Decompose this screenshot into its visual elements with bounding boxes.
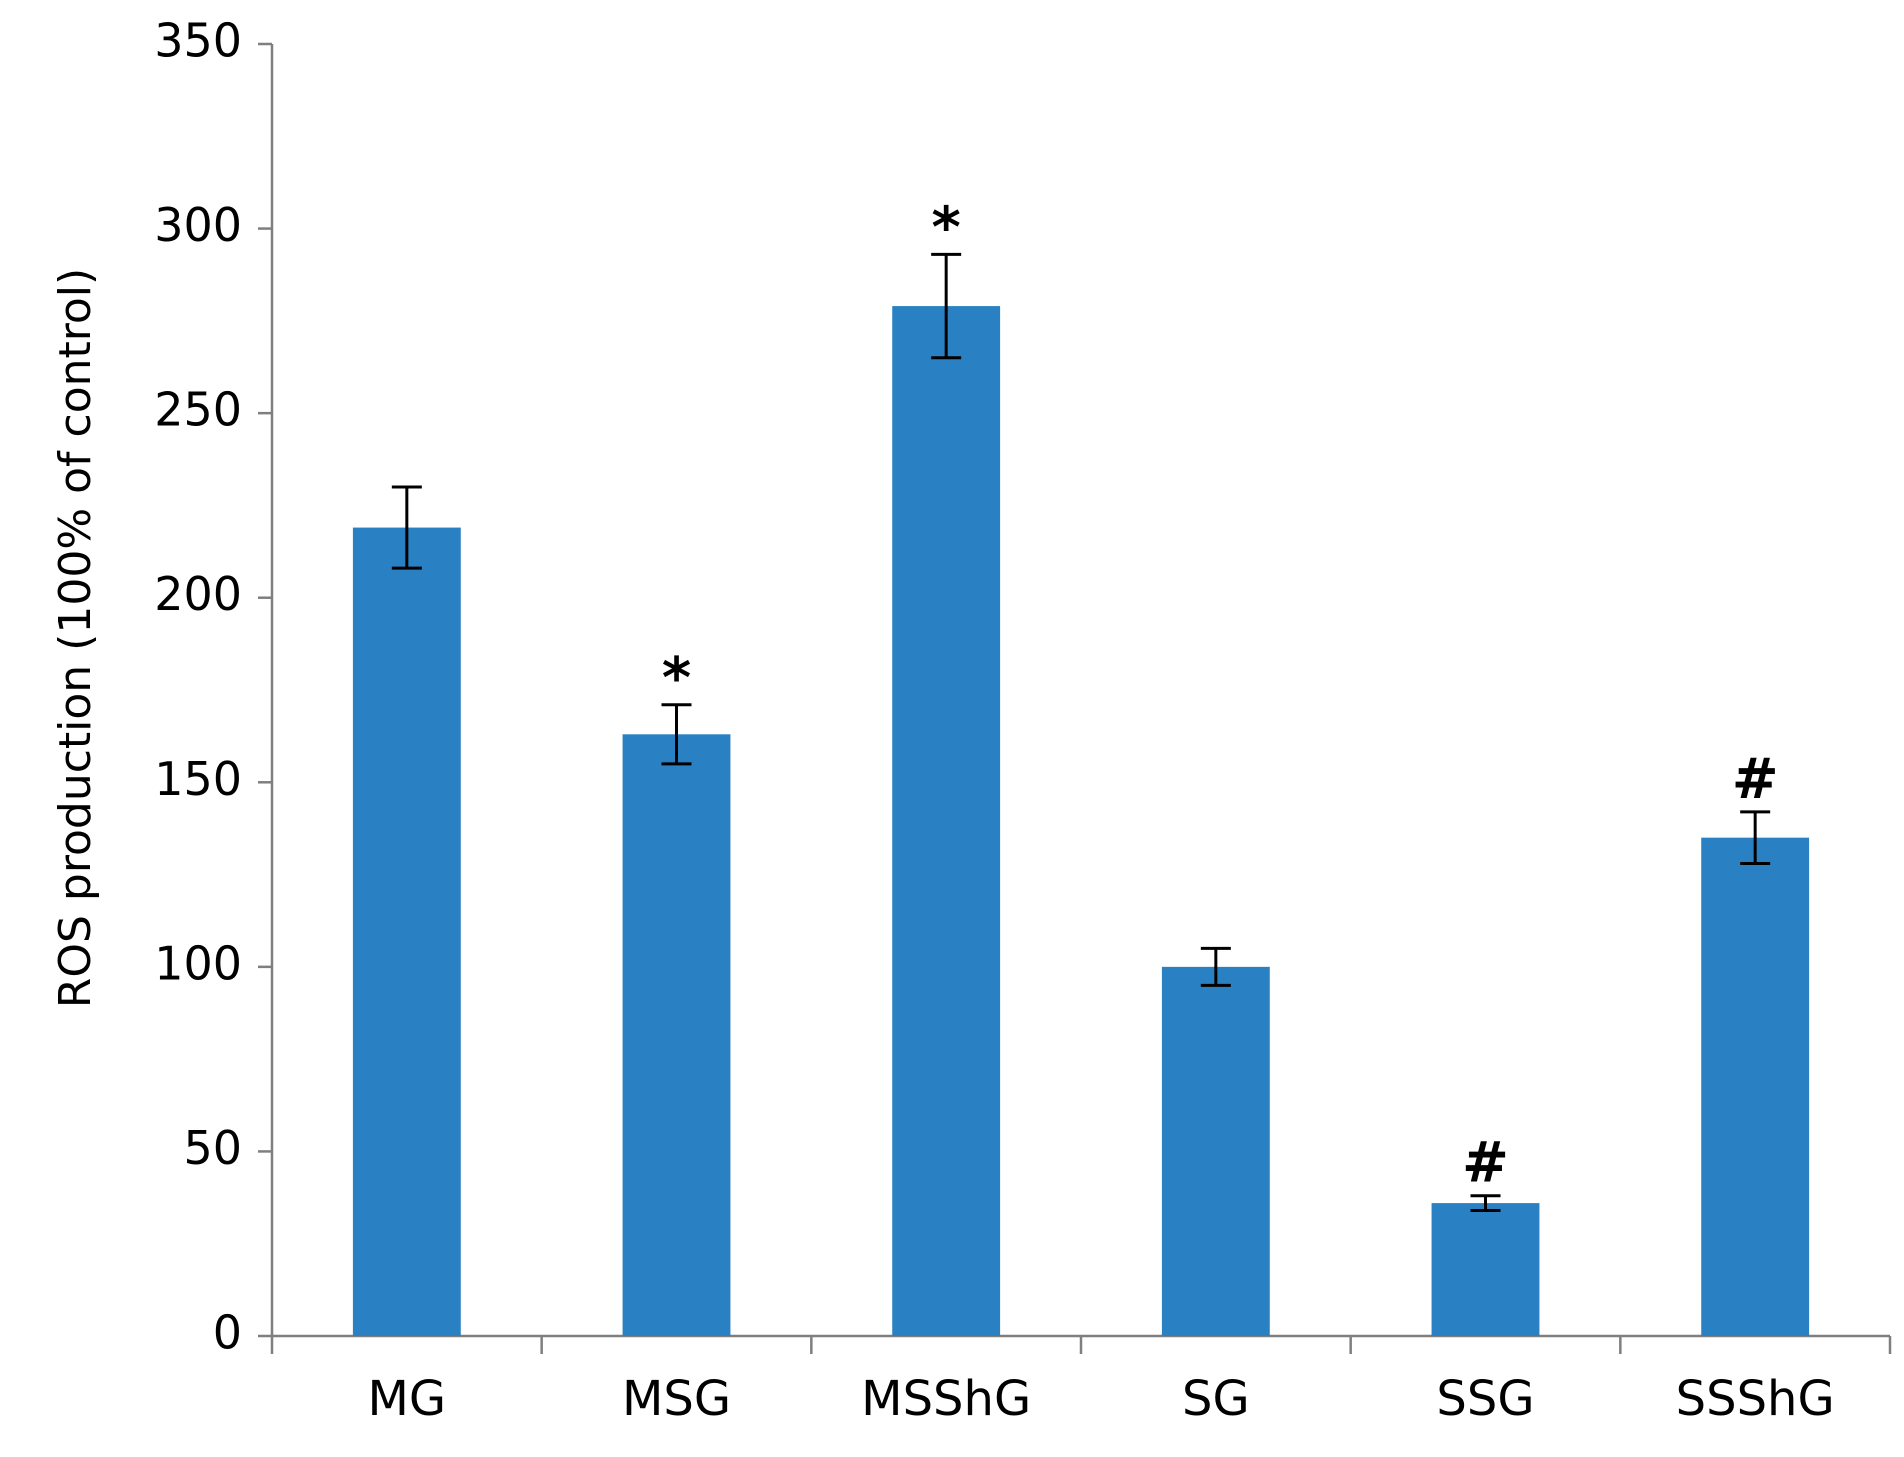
significance-mark: * — [932, 195, 961, 260]
y-axis: 0 50 100 150 200 250 300 350 — [154, 14, 274, 1360]
y-axis-title: ROS production (100% of control) — [50, 268, 101, 1008]
x-tick-label: MSG — [622, 1371, 731, 1427]
y-tick-label: 200 — [154, 567, 242, 621]
bar — [1161, 966, 1270, 1336]
bar — [1701, 837, 1810, 1336]
x-tick-label: MG — [368, 1371, 447, 1427]
bar — [1431, 1203, 1540, 1336]
significance-mark: * — [662, 646, 691, 711]
x-axis: MG MSG MSShG SG SSG SSShG — [270, 1334, 1892, 1427]
y-tick-label: 50 — [183, 1121, 242, 1175]
bars — [352, 306, 1810, 1336]
significance-annotations: * * # # — [662, 195, 1779, 1195]
bar — [352, 527, 461, 1336]
y-tick-label: 100 — [154, 936, 242, 990]
significance-mark: # — [1732, 747, 1779, 812]
y-tick-label: 0 — [213, 1306, 242, 1360]
error-bars — [391, 252, 1771, 1212]
y-tick-label: 350 — [154, 14, 242, 68]
y-tick-label: 150 — [154, 752, 242, 806]
x-tick-label: SSShG — [1676, 1371, 1835, 1427]
significance-mark: # — [1462, 1131, 1509, 1196]
y-tick-label: 250 — [154, 383, 242, 437]
bar — [892, 306, 1001, 1336]
y-tick-label: 300 — [154, 198, 242, 252]
x-tick-label: MSShG — [861, 1371, 1031, 1427]
bar — [622, 734, 731, 1336]
x-tick-label: SG — [1182, 1371, 1250, 1427]
x-tick-label: SSG — [1436, 1371, 1534, 1427]
